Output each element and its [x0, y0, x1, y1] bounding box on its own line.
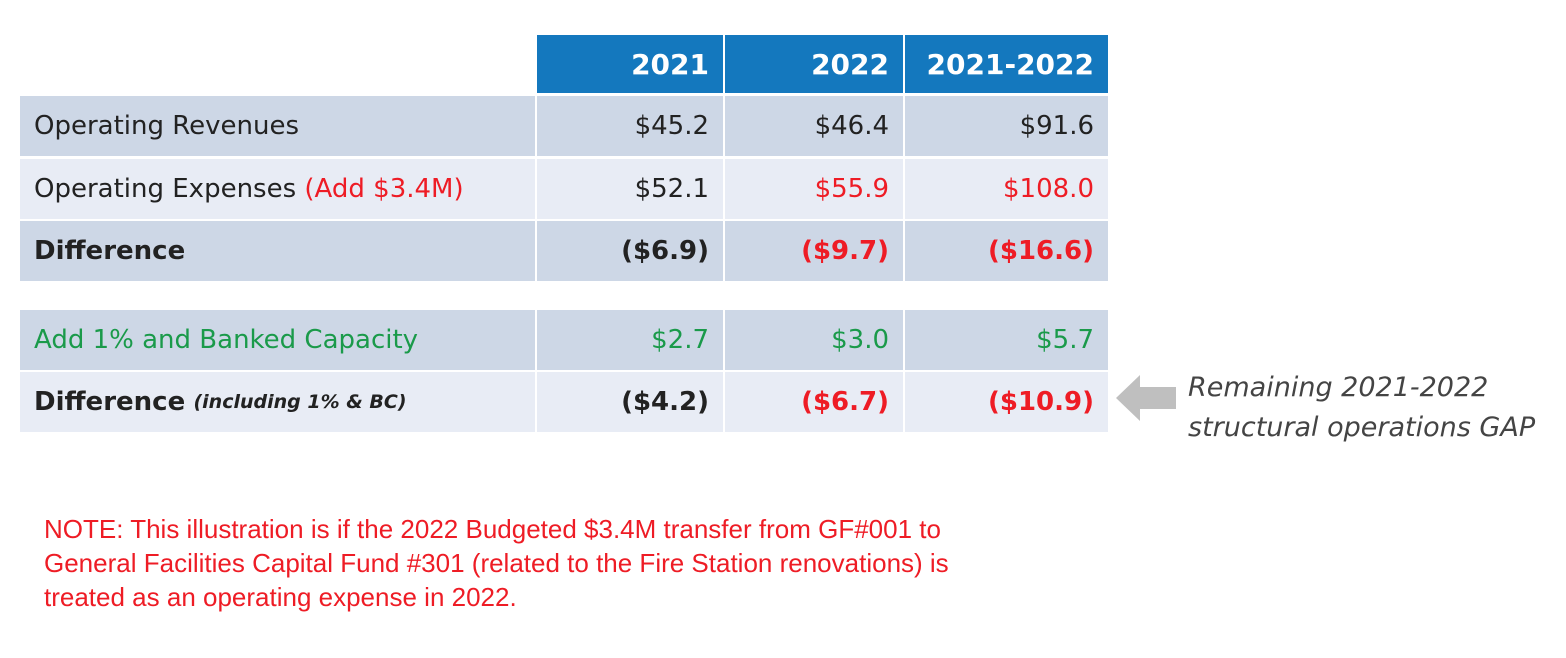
cell: ($9.7) — [725, 221, 903, 281]
gap-callout: Remaining 2021-2022 structural operation… — [1188, 368, 1535, 448]
cell: ($4.2) — [537, 372, 723, 432]
label-note: (including 1% & BC) — [193, 391, 407, 413]
label-note: (Add $3.4M) — [304, 174, 464, 204]
label-text: Difference — [34, 387, 186, 417]
callout-line: Remaining 2021-2022 — [1188, 372, 1489, 403]
cell: ($6.7) — [725, 372, 903, 432]
row-label: Add 1% and Banked Capacity — [20, 310, 535, 370]
cell: $2.7 — [537, 310, 723, 370]
header-2021-2022: 2021-2022 — [905, 35, 1108, 93]
row-label: Operating Expenses (Add $3.4M) — [20, 159, 535, 219]
cell: $91.6 — [905, 96, 1108, 156]
header-2022: 2022 — [725, 35, 903, 93]
note-line: NOTE: This illustration is if the 2022 B… — [44, 514, 941, 544]
cell: $108.0 — [905, 159, 1108, 219]
cell: $45.2 — [537, 96, 723, 156]
left-arrow-icon — [1116, 375, 1176, 421]
cell: $3.0 — [725, 310, 903, 370]
cell: $46.4 — [725, 96, 903, 156]
cell: ($6.9) — [537, 221, 723, 281]
cell: $5.7 — [905, 310, 1108, 370]
label-text: Operating Expenses — [34, 174, 297, 204]
cell: ($16.6) — [905, 221, 1108, 281]
cell: ($10.9) — [905, 372, 1108, 432]
note-line: treated as an operating expense in 2022. — [44, 582, 517, 612]
note-text: NOTE: This illustration is if the 2022 B… — [44, 512, 1244, 614]
note-line: General Facilities Capital Fund #301 (re… — [44, 548, 949, 578]
row-label: Difference (including 1% & BC) — [20, 372, 535, 432]
cell: $55.9 — [725, 159, 903, 219]
callout-line: structural operations GAP — [1188, 412, 1536, 443]
header-2021: 2021 — [537, 35, 723, 93]
row-label: Difference — [20, 221, 535, 281]
row-label: Operating Revenues — [20, 96, 535, 156]
cell: $52.1 — [537, 159, 723, 219]
